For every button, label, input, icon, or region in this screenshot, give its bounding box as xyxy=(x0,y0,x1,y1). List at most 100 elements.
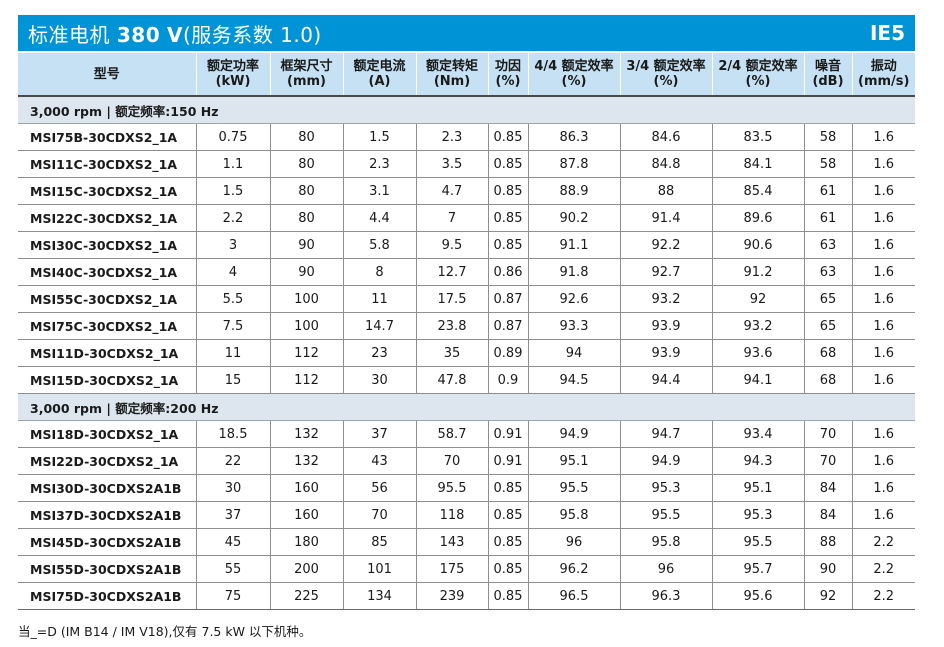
table-row: MSI22C-30CDXS2_1A 2.2 80 4.4 7 0.85 90.2 91.4 89… xyxy=(18,204,915,232)
column-header-unit: (kW) xyxy=(215,74,251,89)
table-cell: 89.6 xyxy=(711,204,804,232)
table-cell: 3.5 xyxy=(415,150,488,178)
motor-spec-table: 型号 额定功率 (kW) 框架尺寸 (mm) 额定电流 (A) 额定转矩 (Nm) 功因 (%) 4/… xyxy=(18,53,915,610)
table-row: MSI18D-30CDXS2_1A 18.5 132 37 58.7 0.91 94.9 94… xyxy=(18,420,915,448)
table-cell: 0.89 xyxy=(487,339,528,367)
column-header: 功因 (%) xyxy=(487,53,528,97)
section-label: 3,000 rpm | 额定频率:150 Hz xyxy=(18,96,915,124)
table-cell: 4 xyxy=(195,258,270,286)
table-cell: 93.2 xyxy=(619,285,712,313)
table-cell: 0.85 xyxy=(487,123,528,151)
table-cell: 1.6 xyxy=(851,285,915,313)
table-cell: 143 xyxy=(415,528,488,556)
table-cell: 92 xyxy=(803,582,852,610)
column-header-unit: (%) xyxy=(745,74,771,89)
table-cell: 90 xyxy=(803,555,852,583)
table-cell: 93.2 xyxy=(711,312,804,340)
table-cell: 95.3 xyxy=(711,501,804,529)
table-cell: 96.5 xyxy=(527,582,620,610)
table-cell: 90.2 xyxy=(527,204,620,232)
column-header-label: 额定转矩 xyxy=(425,59,478,74)
table-cell: 80 xyxy=(269,204,343,232)
model-cell: MSI11D-30CDXS2_1A xyxy=(18,339,196,367)
table-body: 3,000 rpm | 额定频率:150 Hz MSI75B-30CDXS2_1A… xyxy=(18,96,915,610)
table-cell: 88 xyxy=(803,528,852,556)
model-cell: MSI45D-30CDXS2A1B xyxy=(18,528,196,556)
column-header: 框架尺寸 (mm) xyxy=(269,53,343,97)
table-cell: 88.9 xyxy=(527,177,620,205)
column-header-unit: (A) xyxy=(368,74,391,89)
model-cell: MSI15D-30CDXS2_1A xyxy=(18,366,196,394)
table-cell: 0.85 xyxy=(487,474,528,502)
table-cell: 22 xyxy=(195,447,270,475)
table-cell: 0.85 xyxy=(487,501,528,529)
table-cell: 1.6 xyxy=(851,150,915,178)
table-cell: 94.9 xyxy=(527,420,620,448)
model-cell: MSI75B-30CDXS2_1A xyxy=(18,123,196,151)
table-cell: 0.86 xyxy=(487,258,528,286)
column-header-label: 功因 xyxy=(494,59,521,74)
table-cell: 80 xyxy=(269,150,343,178)
table-cell: 1.1 xyxy=(195,150,270,178)
table-cell: 100 xyxy=(269,285,343,313)
table-cell: 2.2 xyxy=(851,555,915,583)
table-cell: 7 xyxy=(415,204,488,232)
table-cell: 1.5 xyxy=(342,123,416,151)
table-cell: 4.7 xyxy=(415,177,488,205)
table-cell: 1.6 xyxy=(851,204,915,232)
column-header-unit: (mm) xyxy=(287,74,326,89)
table-cell: 94.7 xyxy=(619,420,712,448)
table-cell: 12.7 xyxy=(415,258,488,286)
table-cell: 0.87 xyxy=(487,285,528,313)
table-cell: 1.6 xyxy=(851,474,915,502)
table-cell: 0.87 xyxy=(487,312,528,340)
table-header: 型号 额定功率 (kW) 框架尺寸 (mm) 额定电流 (A) 额定转矩 (Nm) 功因 (%) 4/… xyxy=(18,53,915,97)
table-cell: 84.1 xyxy=(711,150,804,178)
table-cell: 1.6 xyxy=(851,501,915,529)
table-cell: 63 xyxy=(803,231,852,259)
table-row: MSI15D-30CDXS2_1A 15 112 30 47.8 0.9 94.5 94.4 9… xyxy=(18,366,915,394)
efficiency-class-badge: IE5 xyxy=(869,21,905,45)
table-cell: 134 xyxy=(342,582,416,610)
table-cell: 58.7 xyxy=(415,420,488,448)
table-cell: 15 xyxy=(195,366,270,394)
table-cell: 95.8 xyxy=(527,501,620,529)
table-cell: 84 xyxy=(803,474,852,502)
title-voltage: 380 xyxy=(116,22,161,47)
model-cell: MSI15C-30CDXS2_1A xyxy=(18,177,196,205)
column-header-unit: (%) xyxy=(561,74,587,89)
table-cell: 91.2 xyxy=(711,258,804,286)
column-header-unit: (%) xyxy=(653,74,679,89)
column-header: 2/4 额定效率 (%) xyxy=(711,53,804,97)
column-header-label: 3/4 额定效率 xyxy=(626,59,706,74)
table-cell: 56 xyxy=(342,474,416,502)
column-header: 额定转矩 (Nm) xyxy=(415,53,488,97)
column-header: 振动 (mm/s) xyxy=(851,53,915,97)
table-cell: 5.8 xyxy=(342,231,416,259)
column-header-label: 振动 xyxy=(870,59,897,74)
table-cell: 91.8 xyxy=(527,258,620,286)
table-row: MSI22D-30CDXS2_1A 22 132 43 70 0.91 95.1 94.9 94… xyxy=(18,447,915,475)
table-cell: 175 xyxy=(415,555,488,583)
table-cell: 93.4 xyxy=(711,420,804,448)
table-cell: 90.6 xyxy=(711,231,804,259)
table-cell: 30 xyxy=(342,366,416,394)
model-cell: MSI55C-30CDXS2_1A xyxy=(18,285,196,313)
table-cell: 2.3 xyxy=(342,150,416,178)
table-cell: 23.8 xyxy=(415,312,488,340)
table-cell: 1.6 xyxy=(851,447,915,475)
table-cell: 132 xyxy=(269,420,343,448)
table-cell: 95.1 xyxy=(527,447,620,475)
table-cell: 43 xyxy=(342,447,416,475)
table-cell: 239 xyxy=(415,582,488,610)
table-cell: 225 xyxy=(269,582,343,610)
table-cell: 47.8 xyxy=(415,366,488,394)
table-cell: 95.5 xyxy=(415,474,488,502)
table-cell: 94.4 xyxy=(619,366,712,394)
table-row: MSI30D-30CDXS2A1B 30 160 56 95.5 0.85 95.5 95.3… xyxy=(18,474,915,502)
section-label: 3,000 rpm | 额定频率:200 Hz xyxy=(18,393,915,421)
section-row: 3,000 rpm | 额定频率:200 Hz xyxy=(18,393,915,421)
table-cell: 23 xyxy=(342,339,416,367)
table-cell: 1.6 xyxy=(851,366,915,394)
table-cell: 96.3 xyxy=(619,582,712,610)
